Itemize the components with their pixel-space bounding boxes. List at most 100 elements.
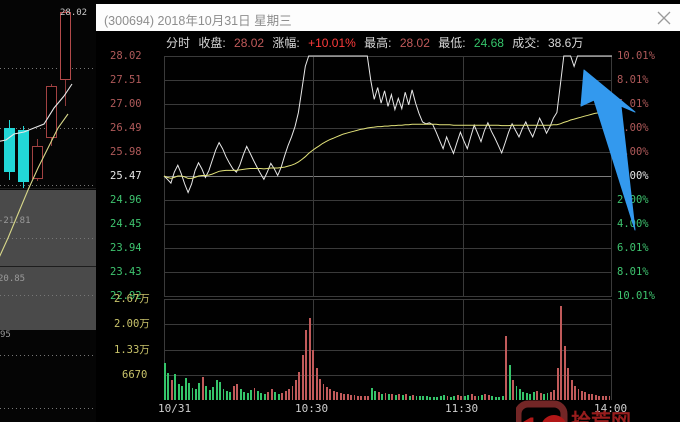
volume-bar bbox=[181, 386, 184, 400]
close-label: 收盘: bbox=[198, 36, 226, 50]
series-average bbox=[163, 110, 613, 179]
vertical-gridline bbox=[463, 299, 464, 400]
volume-bar bbox=[343, 393, 346, 400]
change-label: 涨幅: bbox=[272, 36, 300, 50]
volume-bar bbox=[543, 394, 545, 400]
volume-bar bbox=[363, 396, 366, 400]
price-axis-tick: 23.94 bbox=[110, 242, 142, 254]
volume-bar bbox=[381, 393, 383, 400]
kline-background-panel[interactable]: 28.02 -21.81 20.85 95 bbox=[0, 0, 100, 422]
volume-bar bbox=[257, 390, 259, 400]
volume-bar bbox=[274, 391, 277, 400]
volume-bar bbox=[567, 367, 570, 400]
volume-bar bbox=[267, 392, 270, 400]
change-value: +10.01% bbox=[308, 36, 356, 50]
volume-bar bbox=[191, 387, 194, 400]
volume-bar bbox=[195, 389, 197, 400]
volume-bar bbox=[560, 305, 563, 400]
percent-axis-tick: 8.01% bbox=[617, 266, 649, 278]
kline-price-callout: 28.02 bbox=[60, 8, 88, 18]
volume-bar bbox=[491, 395, 494, 400]
volume-bar bbox=[243, 392, 246, 400]
close-value: 28.02 bbox=[234, 36, 265, 50]
volume-plot[interactable] bbox=[164, 299, 612, 400]
volume-bar bbox=[164, 362, 166, 400]
vertical-gridline bbox=[313, 56, 314, 296]
volume-bar bbox=[429, 396, 432, 400]
volume-bar bbox=[284, 390, 287, 400]
window-title: (300694) 2018年10月31日 星期三 bbox=[104, 14, 292, 28]
kline-dotted-6 bbox=[0, 355, 100, 356]
kline-dotted-3 bbox=[0, 185, 100, 186]
volume-bar bbox=[239, 389, 242, 400]
price-plot[interactable] bbox=[163, 55, 613, 297]
volume-bar bbox=[484, 393, 487, 400]
volume-axis-tick: 6670 bbox=[122, 368, 148, 381]
volume-bar bbox=[570, 380, 573, 400]
price-gridline bbox=[164, 56, 612, 57]
volume-bar bbox=[260, 392, 263, 400]
volume-bar bbox=[188, 383, 190, 400]
volume-bar bbox=[384, 392, 387, 400]
volume-bar bbox=[408, 395, 411, 400]
volume-bar bbox=[415, 395, 418, 400]
kline-label-4: 95 bbox=[0, 330, 11, 340]
volume-bar bbox=[594, 395, 597, 400]
volume-bar bbox=[512, 379, 514, 400]
volume-bar bbox=[198, 382, 201, 400]
volume-bar bbox=[270, 389, 273, 400]
percent-axis-tick: 10.01% bbox=[617, 290, 655, 302]
volume-bar bbox=[329, 389, 332, 400]
price-gridline bbox=[164, 248, 612, 249]
volume-bar bbox=[587, 393, 590, 400]
kline-band-1 bbox=[0, 190, 100, 268]
volume-bar bbox=[446, 396, 449, 400]
volume-bar bbox=[549, 391, 552, 400]
volume-bar bbox=[170, 379, 173, 400]
kline-label-2: -21.81 bbox=[0, 216, 31, 226]
price-gridline bbox=[164, 200, 612, 201]
volume-bar bbox=[474, 395, 477, 400]
time-axis-tick: 11:30 bbox=[445, 402, 479, 415]
volume-bar bbox=[177, 384, 180, 400]
volume-bar bbox=[580, 390, 583, 400]
time-axis-tick: 10/31 bbox=[158, 402, 192, 415]
volume-bar bbox=[222, 388, 225, 400]
watermark: 10 拾荒网 Huang.CN bbox=[514, 400, 680, 422]
volume-bar bbox=[598, 395, 601, 400]
kline-label-3: 20.85 bbox=[0, 274, 26, 284]
volume-bar bbox=[439, 395, 442, 400]
volume-bar bbox=[232, 386, 235, 400]
volume-bar bbox=[515, 386, 518, 400]
percent-axis-tick: 10.01% bbox=[617, 50, 655, 62]
price-series-layer bbox=[163, 55, 613, 194]
kline-dotted-7 bbox=[0, 408, 100, 409]
minute-chart-window: (300694) 2018年10月31日 星期三 分时 收盘: 28.02 涨幅… bbox=[96, 4, 680, 422]
volume-bar bbox=[574, 385, 576, 400]
volume-bar bbox=[563, 346, 566, 400]
close-icon[interactable] bbox=[654, 8, 674, 28]
volume-gridline bbox=[164, 299, 612, 300]
volume-bar bbox=[405, 394, 408, 400]
chart-area[interactable]: 28.02 10.01% 27.51 8.01% 27.00 6.01% 26.49 4.00… bbox=[96, 50, 680, 422]
volume-bar bbox=[308, 317, 311, 400]
volume-bar bbox=[353, 395, 356, 400]
vertical-gridline bbox=[164, 299, 165, 400]
price-gridline bbox=[164, 152, 612, 153]
price-axis-tick: 24.45 bbox=[110, 218, 142, 230]
volume-bar bbox=[436, 396, 439, 400]
volume-bar bbox=[305, 329, 308, 400]
volume-bar bbox=[501, 395, 504, 400]
volume-gridline bbox=[164, 350, 612, 351]
volume-bar bbox=[212, 387, 215, 400]
volume-bar bbox=[508, 365, 511, 400]
volume-bar bbox=[294, 380, 297, 400]
window-titlebar[interactable]: (300694) 2018年10月31日 星期三 bbox=[96, 4, 680, 31]
volume-bar bbox=[277, 393, 280, 400]
volume-axis-tick: 2.00万 bbox=[114, 318, 150, 331]
volume-bar bbox=[291, 386, 294, 400]
volume-bar bbox=[460, 395, 463, 400]
volume-bar bbox=[167, 372, 170, 400]
volume-bar bbox=[422, 396, 425, 400]
vertical-gridline bbox=[611, 299, 612, 400]
